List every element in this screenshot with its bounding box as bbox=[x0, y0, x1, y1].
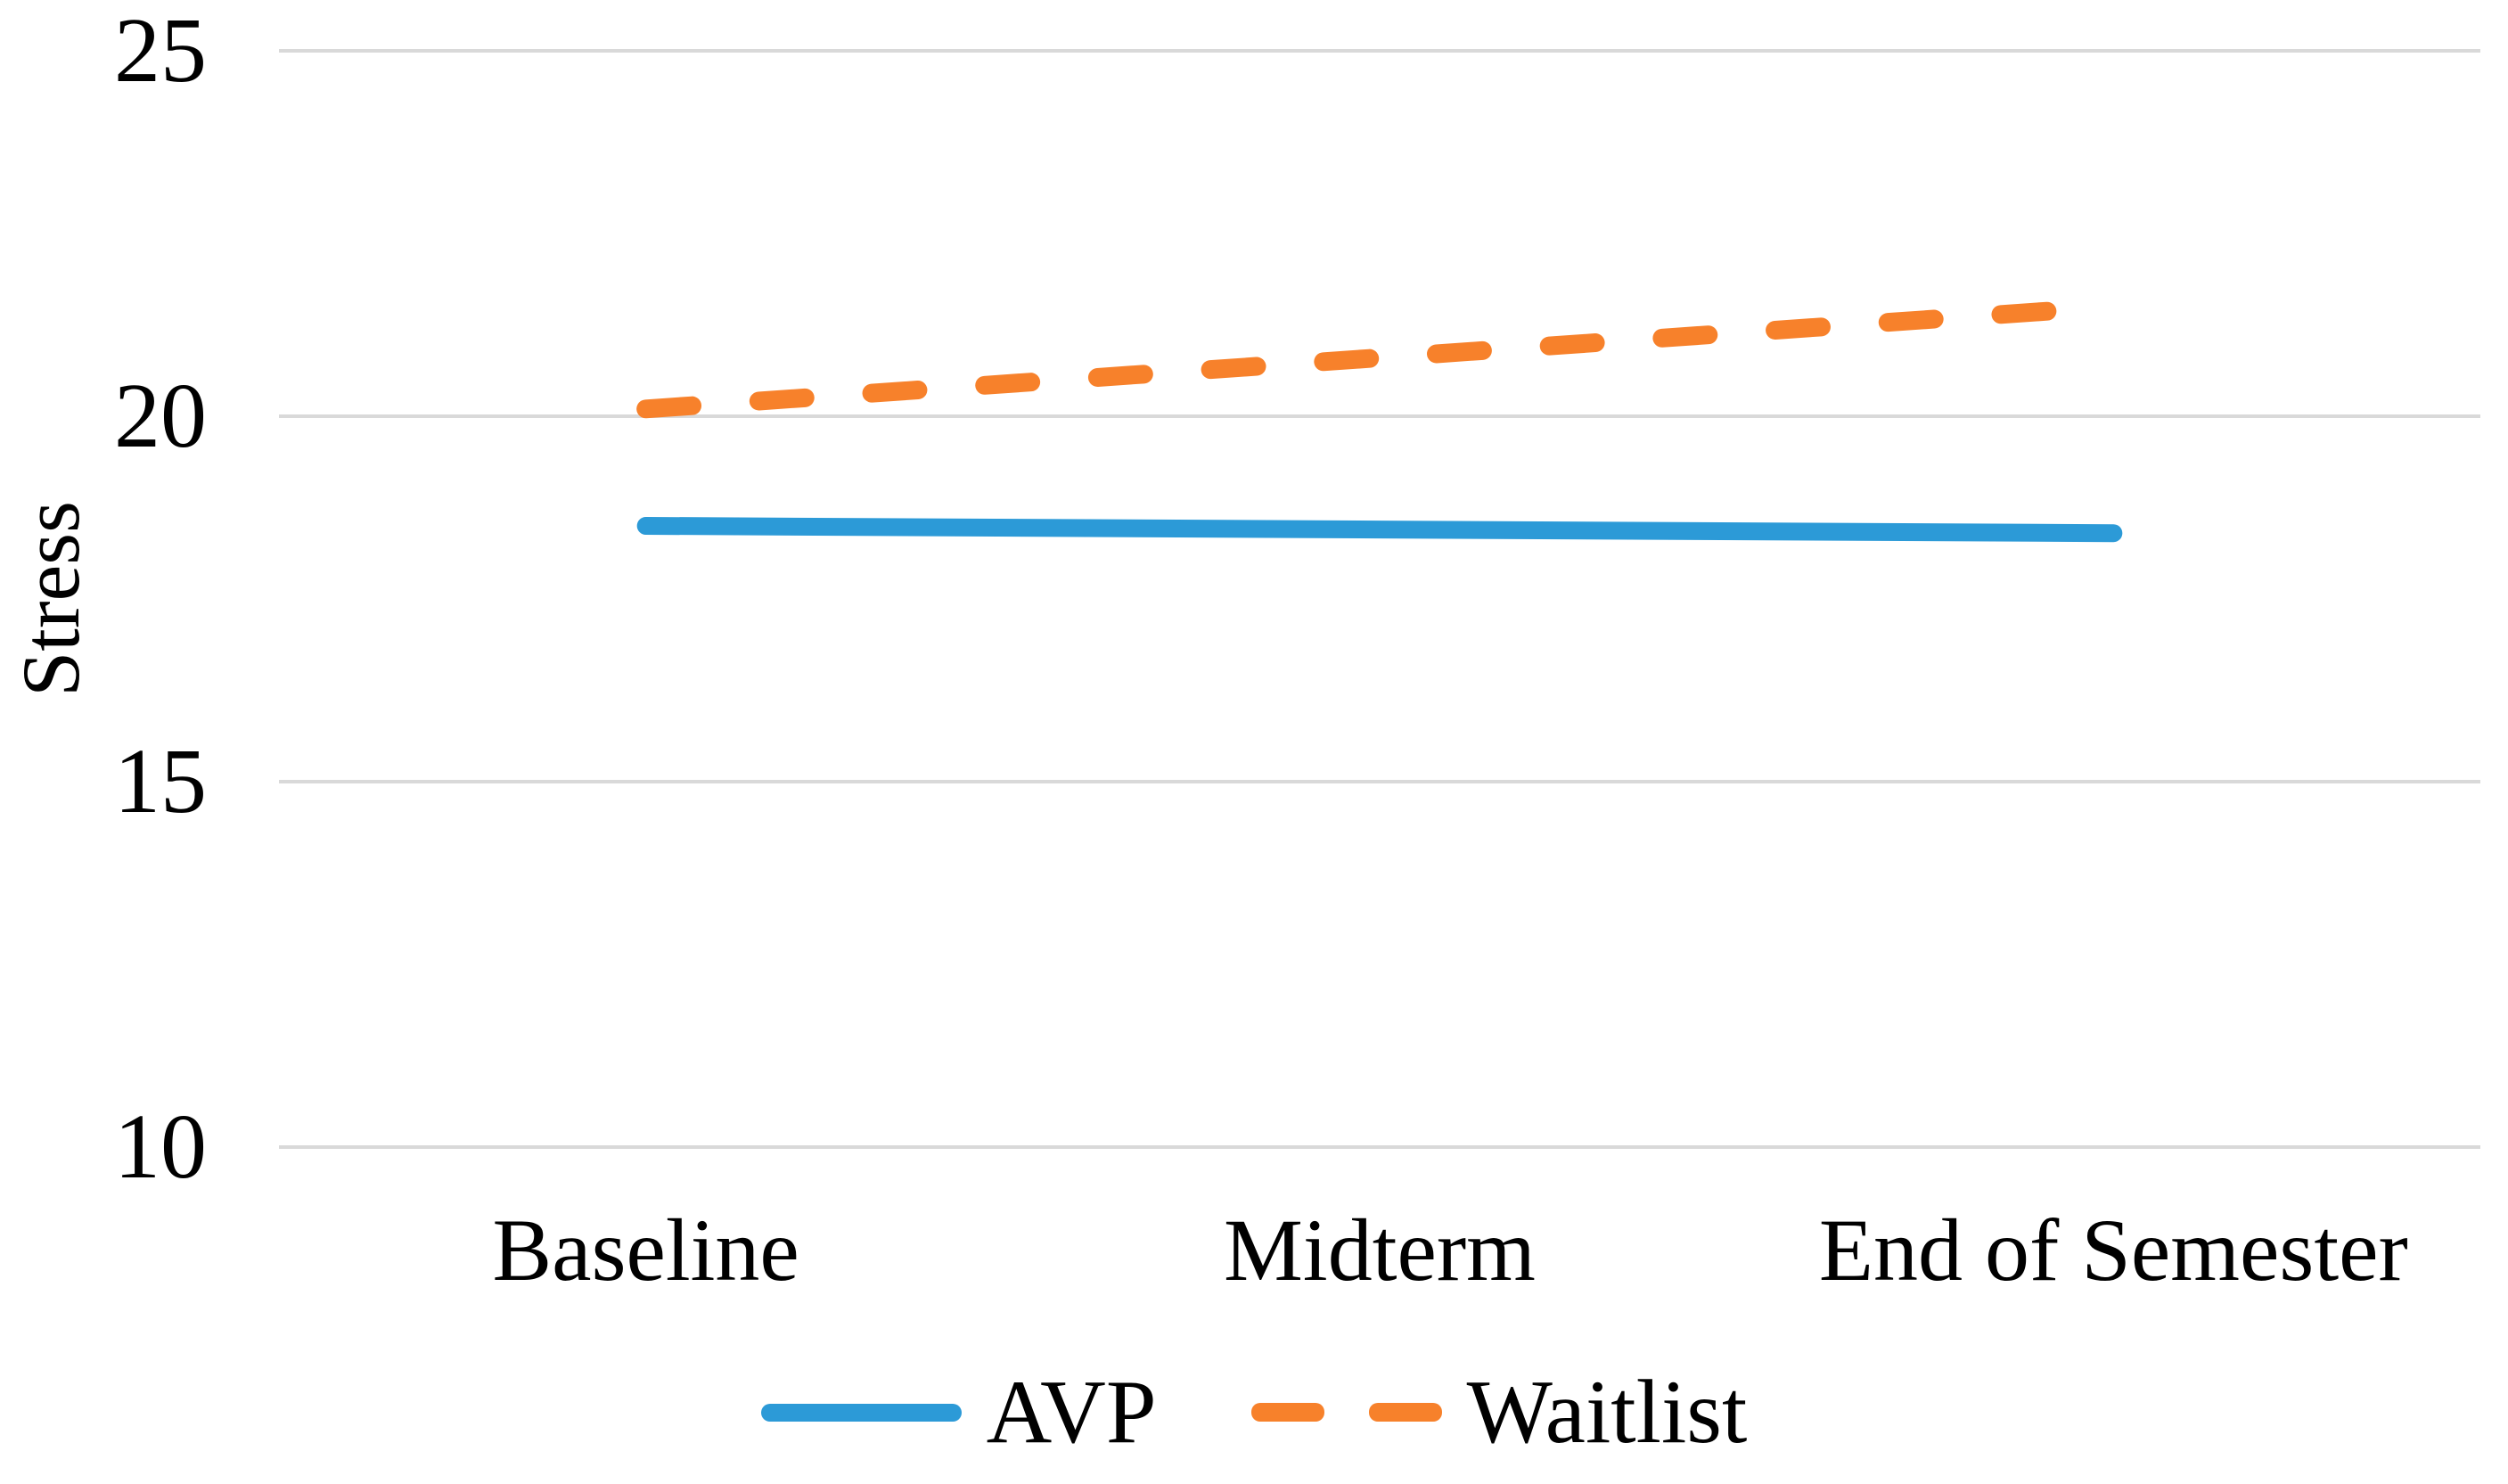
x-category-label: Baseline bbox=[492, 1201, 799, 1300]
legend-line-swatch-avp bbox=[760, 1403, 962, 1422]
legend-dash-segment bbox=[1250, 1403, 1324, 1422]
series-line-avp bbox=[636, 517, 2123, 543]
legend: AVP Waitlist bbox=[0, 1348, 2508, 1477]
x-category-label: Midterm bbox=[1224, 1201, 1536, 1300]
y-tick-label: 10 bbox=[114, 1095, 207, 1198]
legend-dash-segment bbox=[1368, 1403, 1442, 1422]
y-tick-label: 25 bbox=[114, 0, 207, 102]
legend-spacer bbox=[1182, 1412, 1226, 1413]
y-tick-label: 15 bbox=[114, 730, 207, 832]
legend-label-waitlist: Waitlist bbox=[1466, 1362, 1748, 1463]
series-line-waitlist bbox=[636, 297, 2123, 419]
x-category-label: End of Semester bbox=[1818, 1201, 2408, 1300]
legend-label-avp: AVP bbox=[986, 1362, 1157, 1463]
y-axis-title: Stress bbox=[5, 501, 96, 697]
y-tick-label: 20 bbox=[114, 365, 207, 467]
legend-line-swatch-waitlist bbox=[1250, 1403, 1442, 1422]
